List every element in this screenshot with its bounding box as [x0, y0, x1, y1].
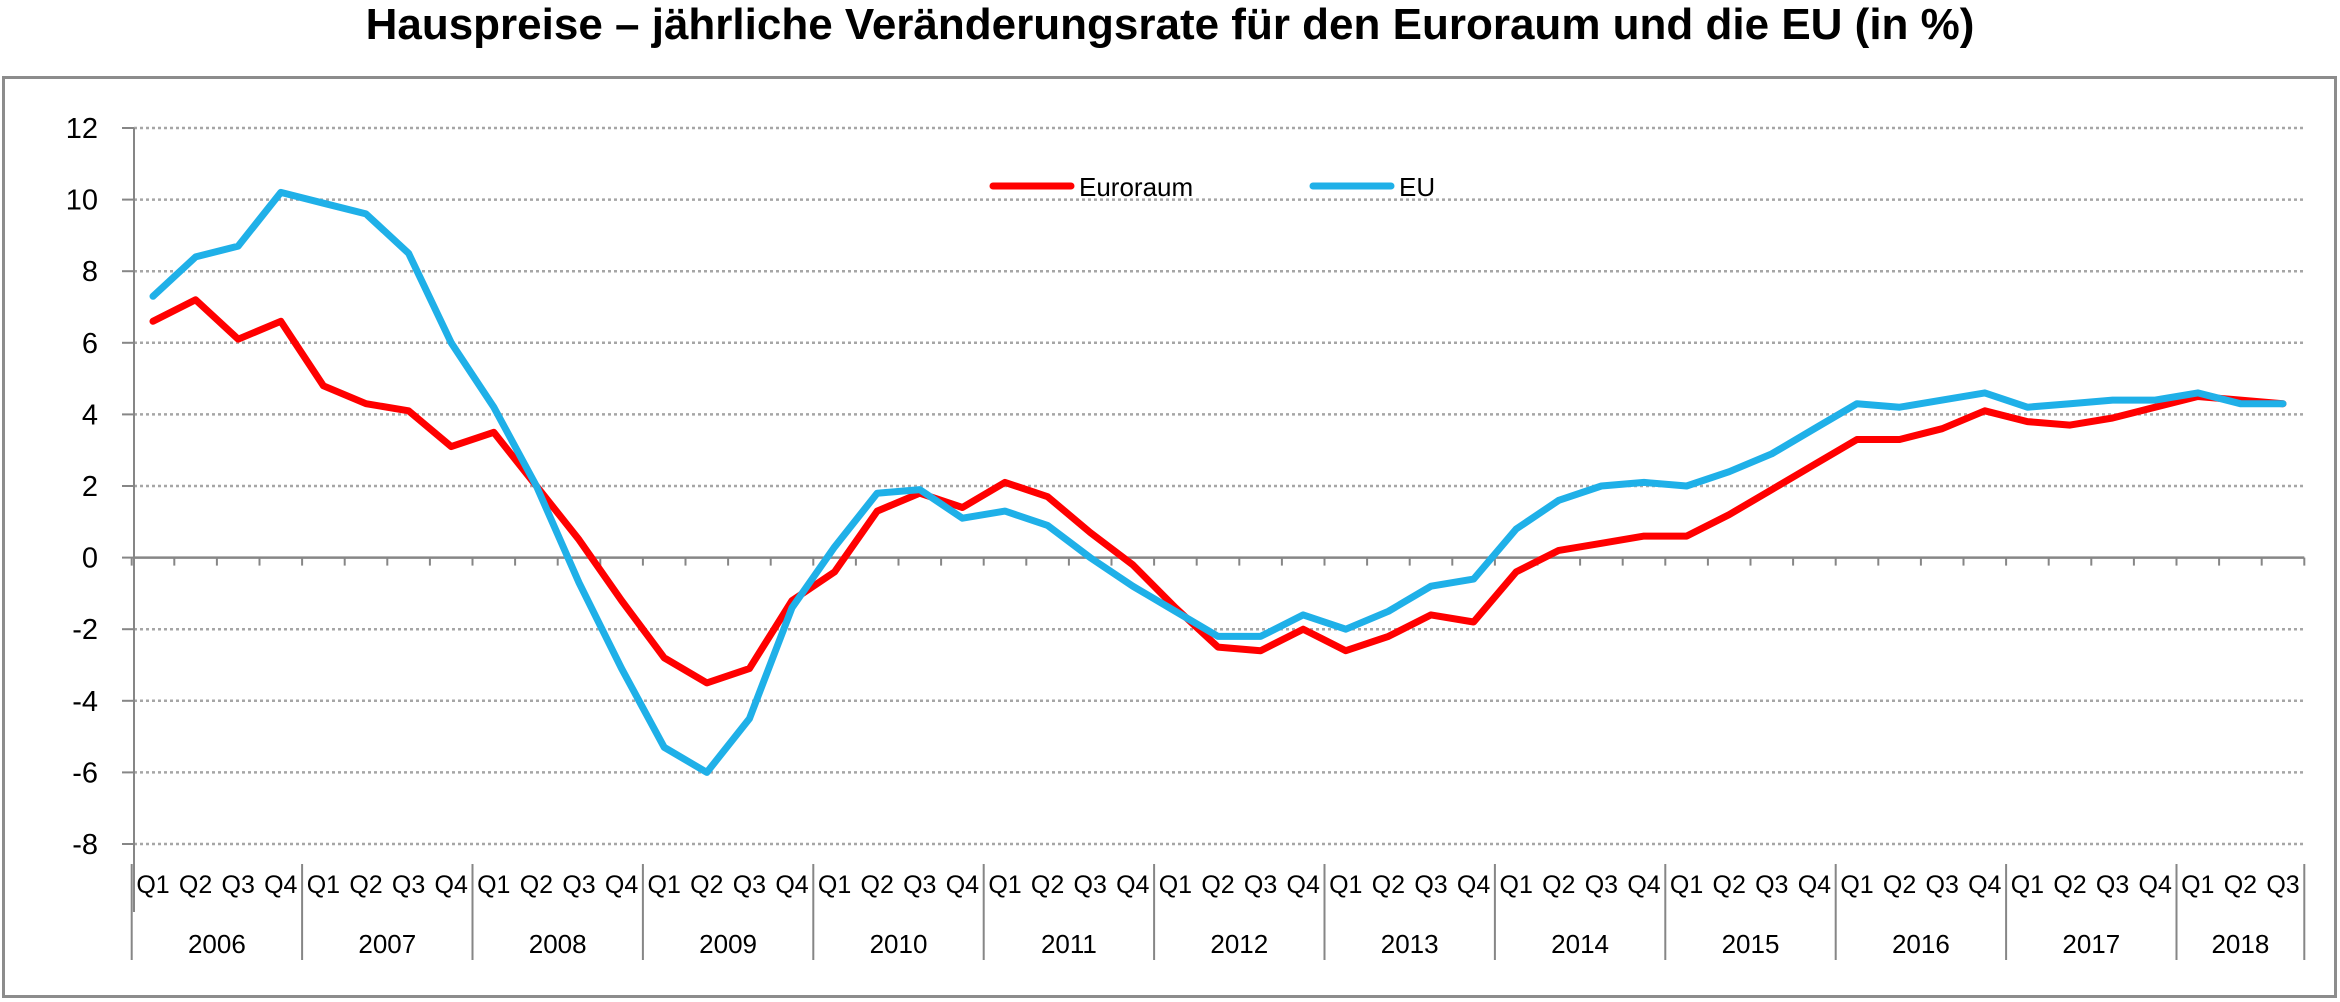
quarter-label: Q3 [903, 871, 936, 899]
quarter-label: Q3 [1414, 871, 1447, 899]
quarter-label: Q1 [1329, 871, 1362, 899]
year-label: 2013 [1381, 929, 1439, 959]
quarter-label: Q2 [690, 871, 723, 899]
quarter-label: Q3 [1585, 871, 1618, 899]
x-axis-tick-labels: Q1 Q2 Q3 Q4 Q1 Q2 Q3 Q4 Q1 Q2 Q3 Q4 Q1 Q2 Q3 Q4 Q1 Q2 Q3 Q4… [136, 871, 2299, 959]
quarter-label: Q4 [435, 871, 468, 899]
quarter-label: Q4 [605, 871, 638, 899]
quarter-label: Q1 [988, 871, 1021, 899]
quarter-label: Q1 [1500, 871, 1533, 899]
quarter-label: Q1 [818, 871, 851, 899]
quarter-label: Q2 [1031, 871, 1064, 899]
quarter-label: Q2 [1713, 871, 1746, 899]
quarter-label: Q3 [562, 871, 595, 899]
year-label: 2009 [699, 929, 757, 959]
quarter-label: Q2 [861, 871, 894, 899]
quarter-label: Q2 [1201, 871, 1234, 899]
quarter-label: Q2 [179, 871, 212, 899]
series-line-euroraum [149, 296, 2287, 687]
year-label: 2008 [529, 929, 587, 959]
quarter-label: Q1 [477, 871, 510, 899]
quarter-label: Q3 [1926, 871, 1959, 899]
y-tick-label: -4 [72, 686, 98, 718]
quarter-label: Q3 [1244, 871, 1277, 899]
quarter-label: Q1 [1840, 871, 1873, 899]
legend: Euroraum EU [989, 172, 1435, 202]
quarter-label: Q1 [2181, 871, 2214, 899]
quarter-label: Q1 [2011, 871, 2044, 899]
y-tick-label: -2 [72, 614, 98, 646]
quarter-label: Q3 [1074, 871, 1107, 899]
y-tick-label: 0 [82, 543, 98, 575]
y-tick-label: 2 [82, 471, 98, 503]
axes [122, 127, 2306, 960]
year-label: 2016 [1892, 929, 1950, 959]
quarter-label: Q3 [2096, 871, 2129, 899]
y-axis-tick-labels: 12 10 8 6 4 2 0 -2 -4 -6 -8 [66, 113, 98, 861]
y-tick-label: -8 [72, 829, 98, 861]
series-line-eu [149, 188, 2287, 776]
year-label: 2010 [870, 929, 928, 959]
quarter-label: Q3 [2266, 871, 2299, 899]
quarter-label: Q2 [2053, 871, 2086, 899]
y-tick-label: 8 [82, 256, 98, 288]
y-tick-label: -6 [72, 757, 98, 789]
quarter-label: Q4 [946, 871, 979, 899]
y-tick-label: 12 [66, 113, 98, 145]
quarter-label: Q2 [2224, 871, 2257, 899]
chart-title: Hauspreise – jährliche Veränderungsrate … [365, 0, 1975, 49]
quarter-label: Q2 [520, 871, 553, 899]
quarter-label: Q1 [307, 871, 340, 899]
quarter-label: Q3 [392, 871, 425, 899]
quarter-label: Q2 [1372, 871, 1405, 899]
quarter-label: Q4 [2139, 871, 2172, 899]
quarter-label: Q3 [1755, 871, 1788, 899]
year-label: 2007 [358, 929, 416, 959]
y-tick-label: 4 [82, 399, 98, 431]
gridlines [134, 126, 2305, 846]
year-label: 2015 [1722, 929, 1780, 959]
year-label: 2011 [1041, 929, 1097, 959]
quarter-label: Q1 [1670, 871, 1703, 899]
quarter-label: Q3 [222, 871, 255, 899]
quarter-label: Q1 [1159, 871, 1192, 899]
chart-frame [2, 76, 2337, 998]
quarter-label: Q2 [1883, 871, 1916, 899]
year-label: 2018 [2211, 929, 2269, 959]
quarter-label: Q4 [1798, 871, 1831, 899]
year-label: 2012 [1210, 929, 1268, 959]
year-label: 2014 [1551, 929, 1609, 959]
quarter-label: Q1 [136, 871, 169, 899]
quarter-label: Q2 [1542, 871, 1575, 899]
quarter-label: Q3 [733, 871, 766, 899]
quarter-label: Q4 [264, 871, 297, 899]
quarter-label: Q4 [1627, 871, 1660, 899]
year-label: 2017 [2062, 929, 2120, 959]
quarter-label: Q1 [648, 871, 681, 899]
y-tick-label: 10 [66, 185, 98, 217]
quarter-label: Q4 [1287, 871, 1320, 899]
year-label: 2006 [188, 929, 246, 959]
quarter-label: Q4 [775, 871, 808, 899]
quarter-label: Q2 [349, 871, 382, 899]
series-lines [149, 188, 2287, 776]
quarter-label: Q4 [1457, 871, 1490, 899]
legend-label-euroraum: Euroraum [1079, 172, 1193, 202]
legend-label-eu: EU [1399, 172, 1435, 202]
quarter-label: Q4 [1968, 871, 2001, 899]
y-tick-label: 6 [82, 328, 98, 360]
quarter-label: Q4 [1116, 871, 1149, 899]
